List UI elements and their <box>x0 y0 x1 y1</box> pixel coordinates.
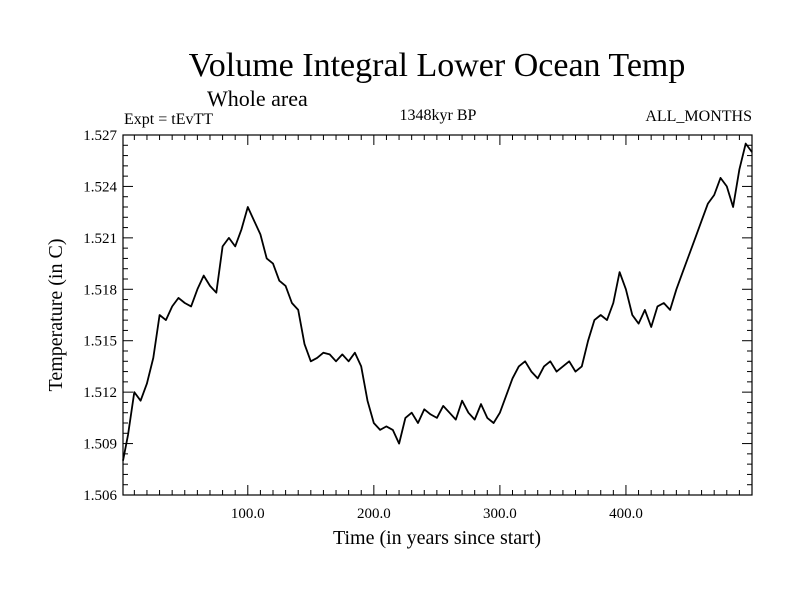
y-axis-ticks: 1.506 1.509 1.512 1.515 1.518 1.521 1.524 1.527 <box>83 128 752 504</box>
y-axis-label: Temperature (in C) <box>45 239 67 392</box>
y-tick-label: 1.506 <box>83 488 117 504</box>
x-tick-label: 400.0 <box>609 506 643 522</box>
period-label: 1348kyr BP <box>400 107 477 124</box>
y-tick-label: 1.524 <box>83 179 117 195</box>
y-tick-label: 1.512 <box>83 385 117 401</box>
expt-label: Expt = tEvTT <box>124 111 213 128</box>
y-tick-label: 1.518 <box>83 282 117 298</box>
y-tick-label: 1.509 <box>83 437 117 453</box>
y-tick-label: 1.527 <box>83 128 117 144</box>
x-tick-label: 300.0 <box>483 506 517 522</box>
y-tick-label: 1.521 <box>83 231 117 247</box>
chart-subtitle: Whole area <box>207 86 308 111</box>
series-line <box>122 142 753 461</box>
chart-title: Volume Integral Lower Ocean Temp <box>189 47 686 84</box>
y-tick-label: 1.515 <box>83 334 117 350</box>
plot-frame <box>122 134 753 496</box>
x-tick-label: 200.0 <box>357 506 391 522</box>
x-axis-label: Time (in years since start) <box>333 527 541 549</box>
x-tick-label: 100.0 <box>231 506 265 522</box>
x-axis-ticks: 100.0 200.0 300.0 400.0 <box>133 135 740 522</box>
months-label: ALL_MONTHS <box>645 108 752 125</box>
